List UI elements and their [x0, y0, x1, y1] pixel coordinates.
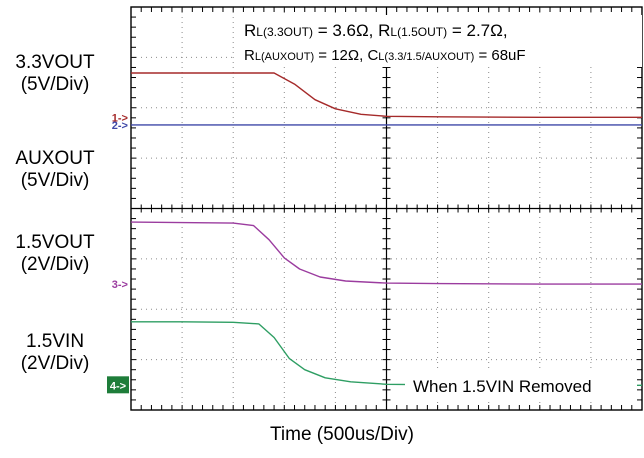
- ch3-name: 1.5VOUT: [15, 232, 95, 253]
- ch2-label: AUXOUT (5V/Div): [0, 148, 110, 192]
- axis-ticks: [131, 7, 642, 410]
- ch1-scale: (5V/Div): [20, 74, 90, 95]
- ch1-label: 3.3VOUT (5V/Div): [0, 52, 110, 96]
- ch1-marker: 1->: [112, 112, 128, 124]
- ch2-marker: 2->: [112, 120, 128, 132]
- trace-3-3vout: [131, 72, 642, 119]
- trace-1-5vout: [130, 221, 642, 285]
- annotation-line-1: RL(3.3OUT) = 3.6Ω, RL(1.5OUT) = 2.7Ω,: [244, 21, 508, 40]
- channel-markers: 1->2-> 3-> 4->: [107, 112, 129, 394]
- annotation-box-top: [236, 15, 642, 67]
- ch2-scale: (5V/Div): [20, 170, 90, 191]
- ch4-marker: 4->: [110, 380, 126, 392]
- ch3-marker: 3->: [112, 279, 128, 291]
- annotation-box-bottom: [405, 370, 637, 400]
- ch4-marker-badge: [107, 376, 129, 394]
- ch1-name: 3.3VOUT: [15, 52, 95, 73]
- ch4-scale: (2V/Div): [20, 353, 90, 374]
- ch3-scale: (2V/Div): [20, 254, 90, 275]
- x-axis-title: Time (500us/Div): [270, 424, 414, 445]
- ch2-name: AUXOUT: [15, 148, 95, 169]
- ch4-label: 1.5VIN (2V/Div): [0, 331, 110, 375]
- annotation-note: When 1.5VIN Removed: [413, 377, 592, 396]
- ch3-label: 1.5VOUT (2V/Div): [0, 232, 110, 276]
- annotation-line-2: RL(AUXOUT) = 12Ω, CL(3.3/1.5/AUXOUT) = 6…: [244, 47, 526, 64]
- ch4-name: 1.5VIN: [25, 331, 85, 352]
